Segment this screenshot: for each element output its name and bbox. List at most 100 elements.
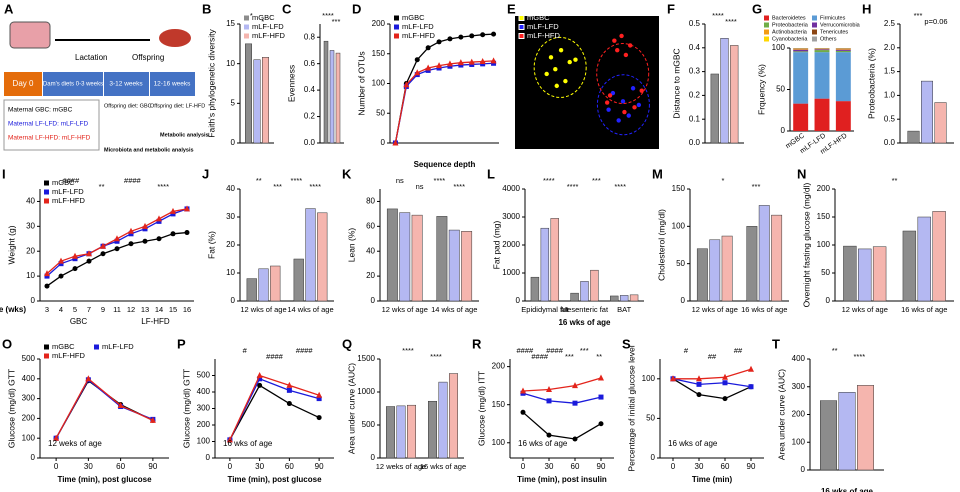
significance: **** <box>614 182 626 191</box>
bar-segment <box>835 49 851 51</box>
panel: B Faith's phylogenetic diversity 0 5 10 15 mGB… <box>202 1 285 147</box>
timeline-box <box>104 72 149 96</box>
bar <box>407 404 416 459</box>
y-tick-label: 0.1 <box>689 114 701 123</box>
y-tick-label: 200 <box>22 414 36 423</box>
y-axis-label: Evenness <box>286 65 296 102</box>
point <box>748 384 754 390</box>
point <box>544 71 549 77</box>
point <box>491 31 497 37</box>
y-tick-label: 500 <box>362 420 376 429</box>
panel: J Fat (%) 0 10 20 30 40 12 wks of age 14 wks of … <box>202 166 334 314</box>
panel-label: J <box>202 166 209 181</box>
panel-label: F <box>667 1 675 16</box>
y-axis-label: Glucose (mg/dl) GTT <box>181 369 191 448</box>
series-line <box>394 60 494 144</box>
point <box>623 52 629 58</box>
x-tick-label: 7 <box>87 305 91 314</box>
point <box>44 283 50 289</box>
x-tick-label: 12 wks of age <box>240 305 286 314</box>
y-tick-label: 50 <box>676 259 685 268</box>
point <box>149 416 156 423</box>
significance: *** <box>752 182 761 191</box>
x-tick-label: 16 wks of age <box>420 462 466 471</box>
panel: I Weight (g) 0 10 20 30 40 3 4 5 7 9 11 12 13 14 15 16 mGB… <box>0 166 194 326</box>
timeline-text: 3-12 weeks <box>109 81 143 88</box>
timeline-text: 12-16 weeks <box>154 81 192 88</box>
bar-segment <box>814 50 830 53</box>
panel: O Glucose (mg/dl) GTT 0 100 200 300 400 500 0 30 6… <box>2 336 169 484</box>
y-tick-label: 100 <box>22 433 36 442</box>
legend-label: mGBC <box>402 13 425 22</box>
y-tick-label: 400 <box>792 354 806 363</box>
point <box>256 372 263 378</box>
legend-swatch <box>812 36 817 42</box>
phase-label: Offspring <box>132 53 164 62</box>
x-group-label: LF-HFD <box>141 317 170 326</box>
point <box>722 380 728 386</box>
x-tick-label: 90 <box>315 462 324 471</box>
point <box>546 398 552 404</box>
significance: ns <box>396 176 404 185</box>
y-tick-label: 2.5 <box>884 19 896 28</box>
y-axis-label: Cholesterol (mg/dl) <box>656 209 666 281</box>
significance: #### <box>124 176 142 185</box>
y-tick-label: 400 <box>22 374 36 383</box>
y-tick-label: 0.4 <box>304 85 316 94</box>
x-tick-label: 60 <box>116 462 125 471</box>
x-tick-label: 60 <box>285 462 294 471</box>
point <box>748 365 754 372</box>
point <box>490 57 497 64</box>
x-axis-label: Age (wks) <box>0 305 26 314</box>
significance: **** <box>434 176 446 185</box>
significance: **** <box>725 17 737 26</box>
y-tick-label: 0 <box>371 296 376 305</box>
y-tick-label: 10 <box>26 271 35 280</box>
legend-label: mLF-LFD <box>52 187 84 196</box>
point <box>480 32 486 38</box>
point <box>615 47 620 53</box>
point <box>286 387 292 393</box>
point <box>142 238 148 244</box>
point <box>598 394 604 400</box>
y-tick-label: 100 <box>817 240 831 249</box>
legend-swatch <box>94 344 99 350</box>
significance: #### <box>531 352 549 361</box>
timeline-box <box>43 72 103 96</box>
point <box>573 57 578 62</box>
bar-segment <box>793 52 809 104</box>
legend-label: Tenericutes <box>820 29 848 35</box>
y-tick-label: 0 <box>231 296 236 305</box>
point <box>469 33 475 39</box>
x-axis-label: 16 wks of age <box>558 318 611 327</box>
y-tick-label: 40 <box>226 184 235 193</box>
x-axis-label: Time (min), post insulin <box>517 475 607 484</box>
point <box>446 60 453 67</box>
y-tick-label: 0.2 <box>304 112 316 121</box>
point <box>604 100 610 105</box>
point <box>53 434 60 441</box>
y-tick-label: 0.0 <box>689 138 701 147</box>
point <box>403 81 410 88</box>
significance: ** <box>832 346 838 355</box>
y-tick-label: 1000 <box>357 387 375 396</box>
series-line <box>229 377 320 441</box>
y-tick-label: 0.6 <box>304 59 316 68</box>
significance: # <box>243 346 248 355</box>
bar-segment <box>835 48 851 50</box>
point <box>86 250 92 257</box>
note: 16 wks of age <box>223 439 273 448</box>
legend-swatch <box>394 24 399 30</box>
x-tick-label: 30 <box>695 462 704 471</box>
bar <box>270 265 281 302</box>
point <box>553 67 558 72</box>
legend-swatch <box>44 180 49 186</box>
y-tick-label: 0 <box>381 138 386 147</box>
legend-swatch <box>44 353 49 359</box>
y-tick-label: 40 <box>366 246 375 255</box>
analysis-text: Metabolic analysis <box>160 132 209 138</box>
point <box>44 270 50 277</box>
point <box>436 39 442 45</box>
y-tick-label: 150 <box>492 400 506 409</box>
y-tick-label: 200 <box>372 19 386 28</box>
